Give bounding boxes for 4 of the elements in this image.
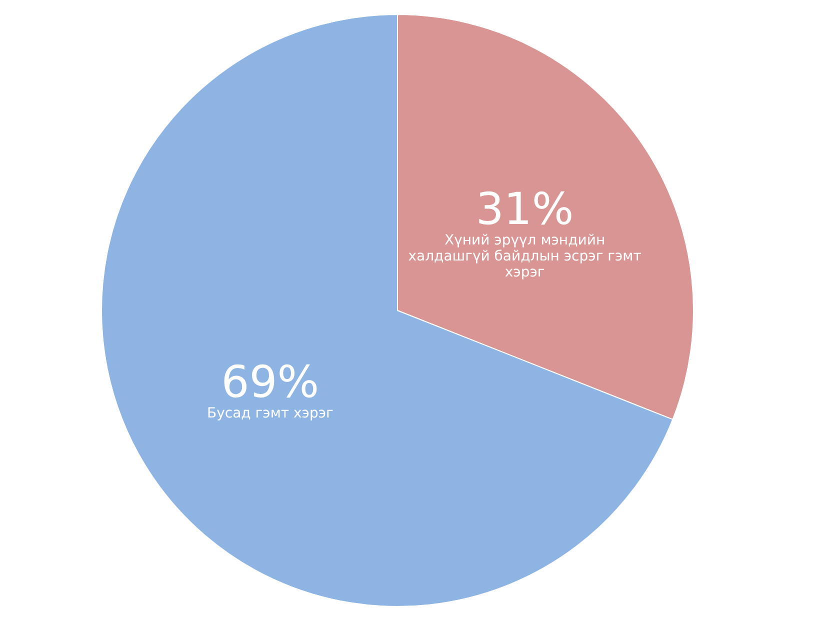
data-label: 31% (476, 184, 574, 235)
data-label: 69% (221, 357, 320, 408)
slice-label: Бусад гэмт хэрэг (206, 406, 334, 422)
slice-label: Хүний эрүүл мэндийн халдашгүй байдлын эсрэг гэмт хэрэг (408, 232, 642, 281)
